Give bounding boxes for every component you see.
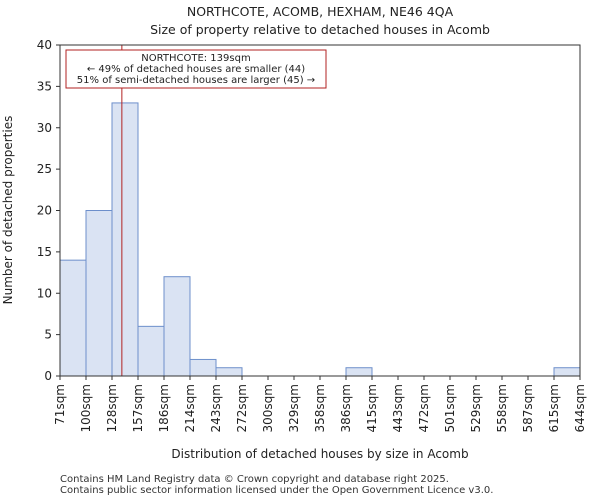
annotation-line-1: NORTHCOTE: 139sqm	[141, 53, 250, 64]
footer-copyright: Contains HM Land Registry data © Crown c…	[60, 474, 449, 485]
x-tick-label: 157sqm	[131, 384, 145, 432]
bar-386sqm	[345, 367, 373, 377]
x-tick-label: 501sqm	[443, 384, 457, 432]
y-tick-label: 5	[44, 328, 52, 342]
y-tick-label: 10	[37, 286, 52, 300]
chart-subtitle: Size of property relative to detached ho…	[150, 22, 490, 37]
bars-layer	[59, 102, 581, 377]
x-tick-label: 300sqm	[261, 384, 275, 432]
x-tick-label: 214sqm	[183, 384, 197, 432]
x-axis-label: Distribution of detached houses by size …	[171, 447, 468, 461]
x-tick-label: 329sqm	[287, 384, 301, 432]
annotation-box-frame	[65, 49, 327, 89]
y-tick-label: 20	[37, 204, 52, 218]
bar-100sqm	[85, 210, 113, 377]
x-tick-label: 186sqm	[157, 384, 171, 432]
x-tick-label: 272sqm	[235, 384, 249, 432]
y-tick-label: 35	[37, 79, 52, 93]
x-tick-label: 615sqm	[547, 384, 561, 432]
bar-186sqm	[163, 276, 191, 377]
bar-615sqm	[553, 367, 581, 377]
x-tick-label: 358sqm	[313, 384, 327, 432]
x-tick-label: 71sqm	[53, 384, 67, 425]
x-tick-label: 558sqm	[495, 384, 509, 432]
x-tick-label: 443sqm	[391, 384, 405, 432]
annotation-box: NORTHCOTE: 139sqm ← 49% of detached hous…	[65, 49, 327, 89]
y-tick-label: 0	[44, 369, 52, 383]
y-axis: 0 5 10 15 20 25 30 35 40	[37, 38, 60, 383]
chart-title: NORTHCOTE, ACOMB, HEXHAM, NE46 4QA	[187, 4, 454, 19]
x-tick-label: 529sqm	[469, 384, 483, 432]
x-axis: 71sqm 100sqm 128sqm 157sqm 186sqm 214sqm 243sq…	[53, 376, 587, 432]
x-tick-label: 128sqm	[105, 384, 119, 432]
bar-71sqm	[59, 259, 87, 377]
x-tick-label: 415sqm	[365, 384, 379, 432]
bar-157sqm	[137, 325, 165, 377]
x-tick-label: 386sqm	[339, 384, 353, 432]
bar-243sqm	[215, 367, 243, 377]
x-tick-label: 100sqm	[79, 384, 93, 432]
y-tick-label: 25	[37, 162, 52, 176]
x-tick-label: 644sqm	[573, 384, 587, 432]
x-tick-label: 243sqm	[209, 384, 223, 432]
annotation-line-3: 51% of semi-detached houses are larger (…	[77, 75, 315, 86]
annotation-line-2: ← 49% of detached houses are smaller (44…	[87, 64, 305, 75]
bar-128sqm	[111, 102, 139, 377]
footer-licence: Contains public sector information licen…	[60, 485, 494, 496]
y-tick-label: 15	[37, 245, 52, 259]
x-tick-label: 587sqm	[521, 384, 535, 432]
y-tick-label: 30	[37, 121, 52, 135]
y-axis-label: Number of detached properties	[1, 116, 15, 305]
x-tick-label: 472sqm	[417, 384, 431, 432]
bar-214sqm	[189, 358, 217, 377]
y-tick-label: 40	[37, 38, 52, 52]
